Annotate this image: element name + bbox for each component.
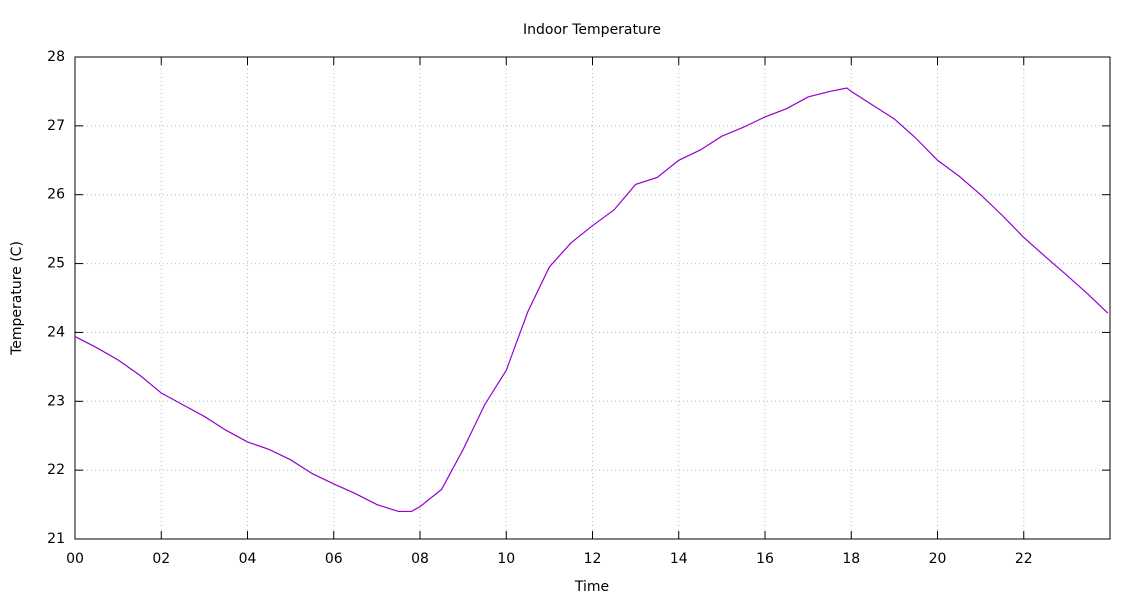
chart-title: Indoor Temperature (523, 22, 661, 38)
plot-frame (74, 56, 1111, 540)
x-tick-label: 10 (497, 551, 515, 567)
x-axis-label: Time (574, 579, 609, 595)
data-line (74, 87, 1109, 513)
x-tick-label: 00 (66, 551, 84, 567)
x-tick-label: 12 (584, 551, 602, 567)
x-tick-label: 04 (239, 551, 257, 567)
y-tick-label: 27 (47, 118, 65, 134)
x-tick-label: 16 (756, 551, 774, 567)
y-tick-label: 21 (47, 531, 65, 547)
y-tick-label: 26 (47, 187, 65, 203)
x-tick-label: 06 (325, 551, 343, 567)
x-tick-label: 18 (842, 551, 860, 567)
y-tick-label: 25 (47, 256, 65, 272)
y-tick-label: 24 (47, 324, 65, 340)
y-tick-label: 23 (47, 393, 65, 409)
x-tick-label: 22 (1015, 551, 1033, 567)
y-axis-label: Temperature (C) (9, 241, 25, 356)
x-tick-label: 20 (929, 551, 947, 567)
y-tick-label: 22 (47, 462, 65, 478)
x-tick-label: 08 (411, 551, 429, 567)
x-tick-label: 02 (152, 551, 170, 567)
y-tick-label: 28 (47, 49, 65, 65)
x-tick-label: 14 (670, 551, 688, 567)
